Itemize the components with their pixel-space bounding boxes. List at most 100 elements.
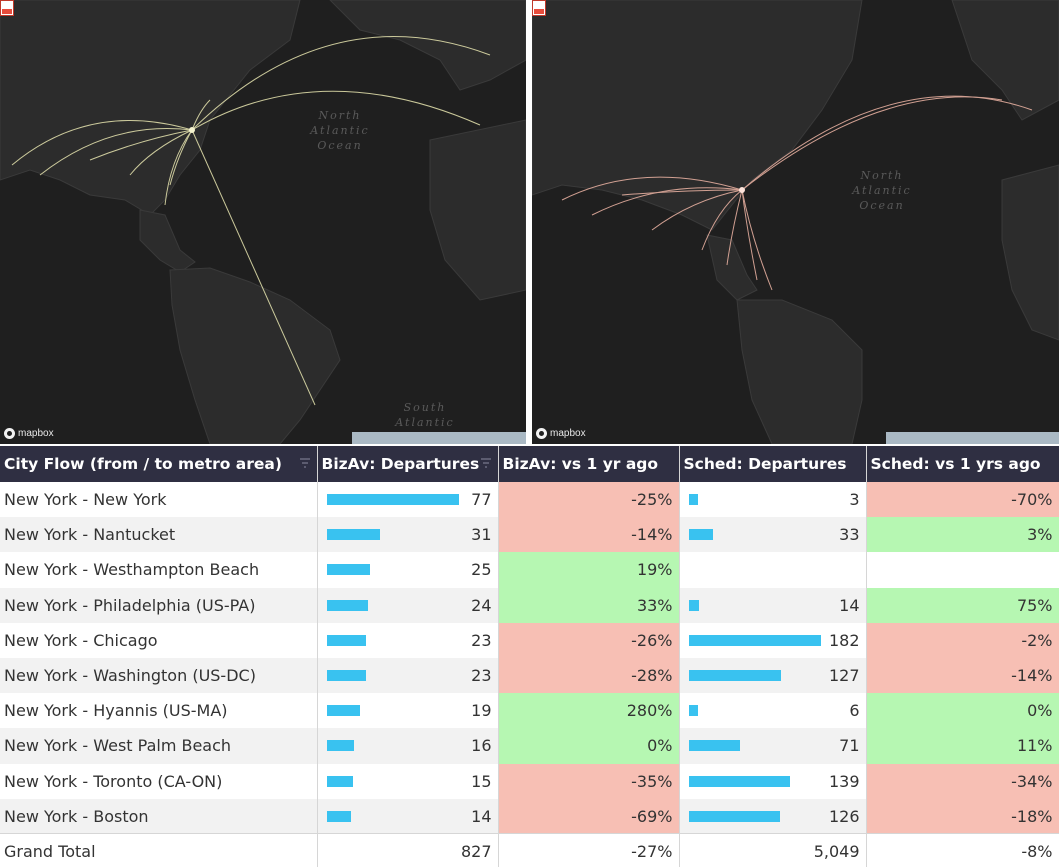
cell-total-bizav: 827 bbox=[317, 833, 499, 867]
cell-city-flow: New York - Philadelphia (US-PA) bbox=[0, 587, 318, 623]
header-bizav-vs-1-yr-ago[interactable]: BizAv: vs 1 yr ago bbox=[498, 446, 680, 482]
cell-city-flow: New York - Toronto (CA-ON) bbox=[0, 763, 318, 799]
cell-value: 16 bbox=[471, 736, 492, 756]
bar bbox=[326, 599, 368, 611]
cell-value: 25 bbox=[471, 560, 492, 580]
table-row[interactable]: New York - Hyannis (US-MA) 19 280% 6 0% bbox=[0, 693, 1059, 729]
cell-sched-change: 0% bbox=[866, 693, 1059, 729]
bar bbox=[326, 669, 366, 681]
bar bbox=[326, 494, 459, 505]
cell-city-flow: New York - Chicago bbox=[0, 622, 318, 658]
header-bizav-departures[interactable]: BizAv: Departures bbox=[317, 446, 499, 482]
header-sched-vs-1-yrs-ago[interactable]: Sched: vs 1 yrs ago bbox=[866, 446, 1059, 482]
cell-sched-change: 11% bbox=[866, 728, 1059, 764]
cell-value: 6 bbox=[849, 701, 860, 721]
table-row[interactable]: New York - Boston 14 -69% 126 -18% bbox=[0, 798, 1059, 834]
cell-city-flow: New York - Nantucket bbox=[0, 517, 318, 553]
cell-sched-change: 75% bbox=[866, 587, 1059, 623]
cell-sched-change: -34% bbox=[866, 763, 1059, 799]
table-body: New York - New York 77 -25% 3 -70% New Y… bbox=[0, 482, 1059, 867]
cell-value: 23 bbox=[471, 630, 492, 650]
document-icon[interactable] bbox=[0, 0, 14, 16]
cell-sched-departures: 126 bbox=[679, 798, 867, 834]
cell-value: 3 bbox=[849, 490, 860, 509]
cell-bizav-departures: 23 bbox=[317, 622, 499, 658]
cell-bizav-change: 0% bbox=[498, 728, 680, 764]
bizav-flow-map[interactable]: North Atlantic Ocean South Atlantic mapb… bbox=[0, 0, 526, 444]
attribution-bar[interactable] bbox=[352, 432, 526, 444]
sched-flow-lines bbox=[561, 95, 1033, 291]
cell-total-sched: 5,049 bbox=[679, 833, 867, 867]
document-icon[interactable] bbox=[532, 0, 546, 16]
cell-bizav-departures: 16 bbox=[317, 728, 499, 764]
cell-sched-change bbox=[866, 552, 1059, 588]
cell-value: 14 bbox=[839, 595, 860, 615]
grand-total-row[interactable]: Grand Total 827 -27% 5,049 -8% bbox=[0, 833, 1059, 867]
bar bbox=[326, 564, 370, 576]
cell-bizav-departures: 23 bbox=[317, 657, 499, 694]
table-row[interactable]: New York - West Palm Beach 16 0% 71 11% bbox=[0, 728, 1059, 764]
cell-bizav-departures: 31 bbox=[317, 517, 499, 553]
cell-bizav-change: 33% bbox=[498, 587, 680, 623]
header-label: BizAv: Departures bbox=[321, 455, 480, 473]
cell-value: 23 bbox=[471, 665, 492, 685]
table-row[interactable]: New York - Chicago 23 -26% 182 -2% bbox=[0, 622, 1059, 658]
cell-sched-departures: 127 bbox=[679, 657, 867, 694]
bar bbox=[688, 810, 780, 822]
cell-value: 77 bbox=[471, 490, 492, 509]
header-label: City Flow (from / to metro area) bbox=[4, 455, 282, 473]
cell-bizav-departures: 24 bbox=[317, 587, 499, 623]
cell-value: 33 bbox=[839, 525, 860, 545]
sort-icon[interactable] bbox=[480, 457, 492, 469]
cell-city-flow: New York - New York bbox=[0, 482, 318, 518]
bar bbox=[688, 775, 790, 787]
cell-city-flow: New York - West Palm Beach bbox=[0, 728, 318, 764]
table-row[interactable]: New York - Toronto (CA-ON) 15 -35% 139 -… bbox=[0, 763, 1059, 799]
cell-value: 139 bbox=[828, 771, 860, 791]
bar bbox=[326, 634, 366, 646]
cell-total-bizav-change: -27% bbox=[498, 833, 680, 867]
header-city-flow[interactable]: City Flow (from / to metro area) bbox=[0, 446, 318, 482]
table-row[interactable]: New York - Westhampton Beach 25 19% bbox=[0, 552, 1059, 588]
mapbox-logo-icon bbox=[536, 427, 547, 439]
mapbox-logo: mapbox bbox=[4, 426, 54, 440]
bar bbox=[326, 740, 354, 752]
bar bbox=[326, 810, 351, 822]
cell-sched-departures: 3 bbox=[679, 482, 867, 518]
mapbox-logo: mapbox bbox=[536, 426, 586, 440]
cell-total-label: Grand Total bbox=[0, 833, 318, 867]
bar bbox=[688, 529, 713, 541]
cell-bizav-departures: 19 bbox=[317, 693, 499, 729]
cell-bizav-departures: 15 bbox=[317, 763, 499, 799]
sched-map-canvas bbox=[532, 0, 1059, 444]
sched-flow-map[interactable]: North Atlantic Ocean mapbox bbox=[532, 0, 1059, 444]
table-row[interactable]: New York - New York 77 -25% 3 -70% bbox=[0, 482, 1059, 518]
ocean-label: North Atlantic Ocean bbox=[310, 109, 370, 152]
cell-total-sched-change: -8% bbox=[866, 833, 1059, 867]
bar bbox=[688, 740, 740, 752]
cell-sched-change: 3% bbox=[866, 517, 1059, 553]
attribution-bar[interactable] bbox=[886, 432, 1059, 444]
table-row[interactable]: New York - Philadelphia (US-PA) 24 33% 1… bbox=[0, 587, 1059, 623]
table-row[interactable]: New York - Washington (US-DC) 23 -28% 12… bbox=[0, 657, 1059, 694]
cell-value: 127 bbox=[828, 665, 860, 685]
cell-sched-departures bbox=[679, 552, 867, 588]
header-sched-departures[interactable]: Sched: Departures bbox=[679, 446, 867, 482]
cell-city-flow: New York - Boston bbox=[0, 798, 318, 834]
cell-value: 182 bbox=[828, 630, 860, 650]
mapbox-logo-text: mapbox bbox=[550, 427, 586, 439]
cell-city-flow: New York - Hyannis (US-MA) bbox=[0, 693, 318, 729]
header-label: Sched: Departures bbox=[683, 455, 847, 473]
table-row[interactable]: New York - Nantucket 31 -14% 33 3% bbox=[0, 517, 1059, 553]
cell-bizav-change: -35% bbox=[498, 763, 680, 799]
bar bbox=[688, 494, 698, 505]
bizav-flow-lines bbox=[11, 36, 491, 406]
cell-bizav-change: 280% bbox=[498, 693, 680, 729]
cell-value: 14 bbox=[471, 806, 492, 826]
sort-icon[interactable] bbox=[299, 457, 311, 469]
cell-sched-departures: 33 bbox=[679, 517, 867, 553]
ocean-label: North Atlantic Ocean bbox=[852, 169, 912, 212]
city-flow-table: City Flow (from / to metro area) BizAv: … bbox=[0, 446, 1059, 867]
ocean-label: South Atlantic bbox=[395, 401, 455, 429]
cell-value: 31 bbox=[471, 525, 492, 545]
